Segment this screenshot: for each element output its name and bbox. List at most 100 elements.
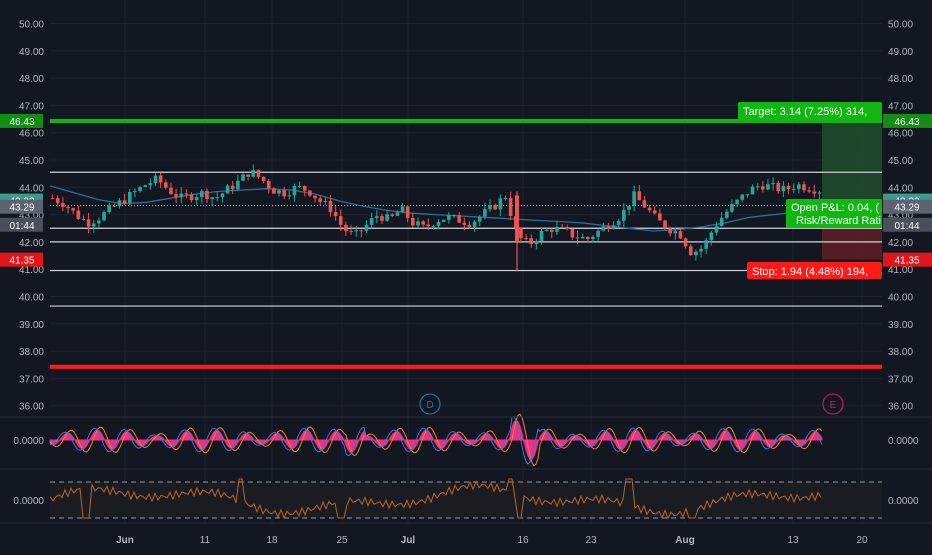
candle-body [601, 226, 606, 231]
osc2-left-tick: 0.0000 [13, 496, 44, 507]
candle-body [730, 204, 734, 212]
candle-body [524, 238, 528, 240]
candle-body [457, 215, 461, 223]
candle-body [555, 226, 559, 232]
candle-body [534, 241, 539, 245]
right-axis-tick: 40.00 [888, 293, 913, 304]
candle-body [472, 221, 477, 227]
candle-body [55, 198, 60, 204]
candle-body [776, 182, 781, 192]
time-axis-label: 23 [585, 535, 597, 546]
candle-body [647, 207, 652, 211]
time-axis: Jun 11 18 25 Jul 16 23 Aug 13 20 [116, 535, 868, 546]
candle-body [755, 186, 760, 188]
horizontal-levels[interactable] [50, 118, 882, 369]
candle-body [395, 212, 400, 216]
candle-body [266, 180, 271, 189]
candle-body [225, 185, 230, 194]
candle-body [86, 219, 91, 227]
candle-body [313, 195, 317, 199]
osc1-right-tick: 0.0000 [888, 436, 919, 447]
right-axis-tick: 48.00 [888, 74, 913, 85]
right-price-badge-text: 46.43 [894, 117, 919, 128]
candle-body [61, 203, 65, 208]
target-label-box [738, 102, 882, 120]
candle-body [333, 212, 338, 217]
candle-body [596, 230, 600, 237]
right-axis-tick: 49.00 [888, 47, 913, 58]
candle-body [308, 190, 312, 196]
left-price-badge [0, 199, 43, 214]
candle-body [611, 225, 616, 229]
right-axis-tick: 50.00 [888, 20, 913, 31]
candle-body [400, 206, 405, 213]
right-axis-tick: 44.00 [888, 183, 913, 194]
left-axis-tick: 36.00 [19, 402, 44, 413]
grid [50, 0, 882, 523]
target-line [50, 118, 882, 123]
candle-body [421, 221, 425, 225]
candle-body [467, 224, 472, 227]
candle-body [241, 174, 245, 181]
candle-body [71, 208, 75, 211]
candle-body [462, 222, 467, 225]
candle-body [210, 197, 214, 200]
candle-body [797, 184, 801, 189]
candle-body [66, 207, 70, 209]
candle-body [246, 174, 250, 177]
right-price-badge [883, 199, 932, 214]
candle-body [724, 211, 729, 218]
candle-body [76, 210, 81, 219]
right-axis-tick: 45.00 [888, 156, 913, 167]
left-axis-tick: 50.00 [19, 20, 44, 31]
right-price-badge-text: 01:44 [894, 221, 919, 232]
candle-body [174, 194, 178, 198]
oscillator-signal-line [49, 413, 823, 467]
candle-body [205, 190, 209, 200]
candle-body [606, 226, 611, 229]
candle-body [416, 221, 420, 226]
candle-body [714, 225, 719, 233]
candle-body [735, 199, 739, 205]
right-axis-tick: 39.00 [888, 320, 913, 331]
candle-body [189, 194, 194, 201]
candle-body [781, 185, 786, 192]
event-marker-circle [822, 393, 844, 415]
candle-body [498, 198, 503, 210]
candle-body [390, 214, 395, 216]
osc2-right-tick: 0.0000 [888, 496, 919, 507]
candle-body [699, 248, 703, 252]
left-price-badge-text: 46.43 [9, 117, 34, 128]
position-labels[interactable]: Target: 3.14 (7.25%) 314, Open P&L: 0.04,… [738, 102, 882, 279]
candle-body [102, 212, 106, 221]
candle-body [349, 231, 353, 233]
left-axis-tick: 48.00 [19, 74, 44, 85]
candle-body [575, 237, 580, 239]
candle-body [385, 214, 389, 221]
time-axis-label: Jul [401, 535, 416, 546]
time-axis-label: 11 [200, 535, 211, 546]
left-price-badge-text: 41.35 [9, 256, 34, 267]
target-label: Target: 3.14 (7.25%) 314, [743, 106, 867, 118]
candle-body [153, 175, 158, 184]
time-axis-label: 16 [517, 535, 529, 546]
candle-body [704, 240, 709, 249]
candle-body [277, 190, 281, 194]
ma-line [49, 185, 823, 232]
pnl-label-line1: Open P&L: 0.04, ( [791, 202, 879, 214]
time-axis-label: Aug [675, 535, 694, 546]
candle-body [272, 188, 276, 194]
right-price-badge [883, 113, 932, 128]
left-axis-tick: 44.00 [19, 183, 44, 194]
right-axis-tick: 38.00 [888, 347, 913, 358]
candle-body [117, 200, 122, 207]
candle-body [158, 175, 163, 183]
candle-body [194, 197, 199, 201]
candle-body [292, 186, 297, 196]
pane-separators[interactable] [0, 416, 932, 524]
candle-body [817, 192, 822, 194]
price-badges: 46.4346.4343.3343.3301:4401:4443.2943.29… [0, 113, 932, 267]
